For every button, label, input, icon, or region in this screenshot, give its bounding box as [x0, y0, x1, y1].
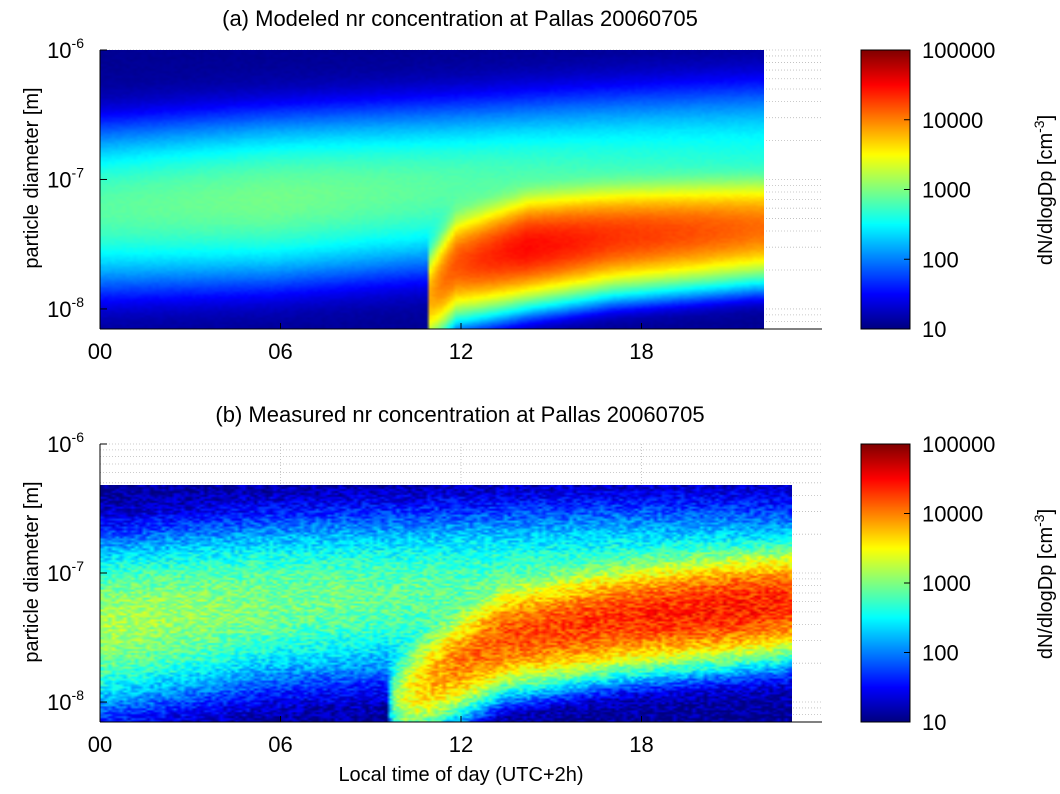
colorbar-tick-label: 100000: [922, 38, 995, 63]
x-tick-label: 00: [88, 339, 112, 364]
panel-a-y-ticks: 10-6 10-7 10-8: [47, 35, 107, 322]
panel-a-title: (a) Modeled nr concentration at Pallas 2…: [222, 6, 698, 31]
panel-b-x-ticks: 00 06 12 18: [88, 716, 654, 757]
colorbar-tick-label: 100000: [922, 432, 995, 457]
colorbar-tick-label: 1000: [922, 178, 971, 203]
panel-a-ylabel: particle diameter [m]: [21, 87, 43, 268]
colorbar-tick-label: 10: [922, 317, 946, 342]
panel-a-heatmap: [100, 50, 764, 329]
x-tick-label: 12: [449, 339, 473, 364]
panel-b-colorbar-ticks: 100000 10000 1000 100 10: [904, 432, 995, 735]
x-tick-label: 12: [449, 732, 473, 757]
x-tick-label: 18: [629, 339, 653, 364]
panel-b-xlabel: Local time of day (UTC+2h): [338, 764, 583, 786]
colorbar-tick-label: 1000: [922, 571, 971, 596]
x-tick-label: 06: [268, 732, 292, 757]
panel-b-title: (b) Measured nr concentration at Pallas …: [215, 402, 704, 427]
panel-b-ylabel: particle diameter [m]: [21, 481, 43, 662]
panel-a: (a) Modeled nr concentration at Pallas 2…: [21, 6, 1057, 364]
x-tick-label: 00: [88, 732, 112, 757]
colorbar-tick-label: 100: [922, 641, 959, 666]
y-tick-label: 10-6: [47, 429, 84, 457]
panel-a-colorbar-label: dN/dlogDp [cm-3]: [1031, 115, 1057, 265]
panel-b-heatmap: [100, 485, 792, 722]
panel-a-colorbar-ticks: 100000 10000 1000 100 10: [904, 38, 995, 342]
panel-b-colorbar-label: dN/dlogDp [cm-3]: [1031, 509, 1057, 659]
y-tick-label: 10-8: [47, 687, 84, 715]
y-tick-label: 10-8: [47, 294, 84, 322]
colorbar-tick-label: 10: [922, 710, 946, 735]
panel-b: (b) Measured nr concentration at Pallas …: [21, 402, 1057, 786]
x-tick-label: 06: [268, 339, 292, 364]
colorbar-tick-label: 10000: [922, 502, 983, 527]
y-tick-label: 10-6: [47, 35, 84, 63]
panel-a-colorbar: [861, 50, 910, 329]
panel-b-y-ticks: 10-6 10-7 10-8: [47, 429, 107, 715]
x-tick-label: 18: [629, 732, 653, 757]
colorbar-tick-label: 10000: [922, 108, 983, 133]
panel-b-colorbar: [861, 444, 910, 722]
y-tick-label: 10-7: [47, 164, 84, 192]
y-tick-label: 10-7: [47, 558, 84, 586]
colorbar-tick-label: 100: [922, 247, 959, 272]
panel-a-x-ticks: 00 06 12 18: [88, 323, 654, 364]
